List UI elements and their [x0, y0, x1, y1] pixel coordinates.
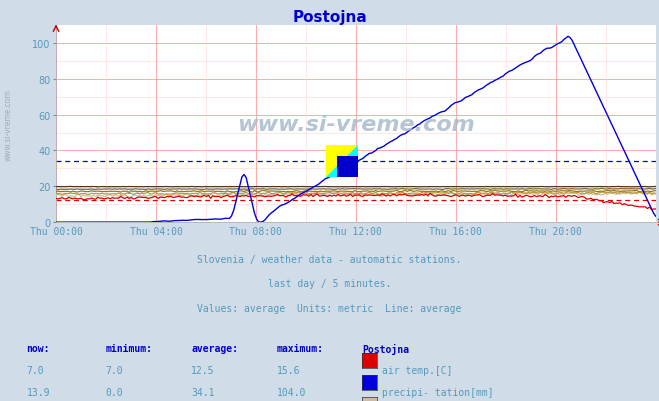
- Text: Postojna: Postojna: [362, 343, 409, 354]
- Text: 0.0: 0.0: [105, 387, 123, 397]
- Text: Postojna: Postojna: [292, 10, 367, 25]
- Text: 13.9: 13.9: [26, 387, 50, 397]
- Text: www.si-vreme.com: www.si-vreme.com: [237, 114, 474, 134]
- Text: 34.1: 34.1: [191, 387, 215, 397]
- Text: now:: now:: [26, 343, 50, 353]
- Text: www.si-vreme.com: www.si-vreme.com: [3, 89, 13, 160]
- Text: 7.0: 7.0: [105, 365, 123, 375]
- Text: Thu 00:00: Thu 00:00: [30, 227, 82, 237]
- Text: precipi- tation[mm]: precipi- tation[mm]: [382, 387, 494, 397]
- Text: Thu 16:00: Thu 16:00: [430, 227, 482, 237]
- Text: Thu 20:00: Thu 20:00: [529, 227, 582, 237]
- Text: air temp.[C]: air temp.[C]: [382, 365, 453, 375]
- Text: 15.6: 15.6: [277, 365, 301, 375]
- Text: Values: average  Units: metric  Line: average: Values: average Units: metric Line: aver…: [197, 303, 462, 313]
- Text: 12.5: 12.5: [191, 365, 215, 375]
- Text: Slovenia / weather data - automatic stations.: Slovenia / weather data - automatic stat…: [197, 255, 462, 265]
- Text: last day / 5 minutes.: last day / 5 minutes.: [268, 279, 391, 289]
- Text: minimum:: minimum:: [105, 343, 152, 353]
- Text: Thu 08:00: Thu 08:00: [229, 227, 282, 237]
- Bar: [337, 157, 358, 178]
- Text: Thu 12:00: Thu 12:00: [330, 227, 382, 237]
- Text: Thu 04:00: Thu 04:00: [130, 227, 183, 237]
- Text: 7.0: 7.0: [26, 365, 44, 375]
- Text: maximum:: maximum:: [277, 343, 324, 353]
- Polygon shape: [326, 146, 358, 178]
- Polygon shape: [326, 146, 358, 178]
- Text: 104.0: 104.0: [277, 387, 306, 397]
- Text: average:: average:: [191, 343, 238, 353]
